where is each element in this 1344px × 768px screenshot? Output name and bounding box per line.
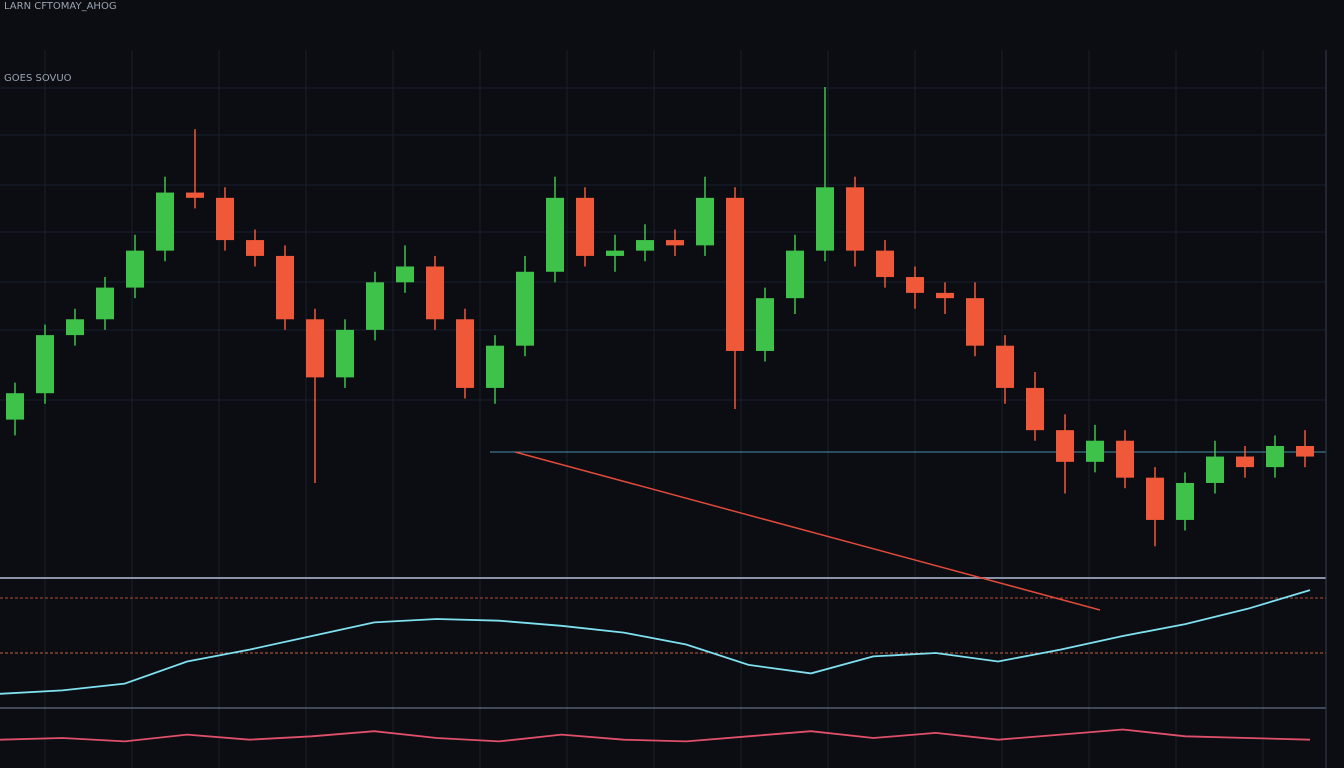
candle-body <box>486 345 504 388</box>
chart-subtitle: GOES SOVUO <box>4 73 72 84</box>
candle-body <box>366 282 384 330</box>
candle-body <box>456 319 474 388</box>
candle-body <box>306 319 324 378</box>
candle-body <box>156 192 174 251</box>
candle-body <box>1236 456 1254 468</box>
candle-body <box>816 187 834 251</box>
candle-body <box>186 192 204 198</box>
candle-body <box>1146 477 1164 520</box>
candle-body <box>906 277 924 293</box>
candle-body <box>876 250 894 278</box>
candle-body <box>726 197 744 351</box>
candle-body <box>1296 446 1314 457</box>
candle-body <box>36 335 54 394</box>
candle-body <box>426 266 444 320</box>
candle-body <box>1266 446 1284 468</box>
candle-body <box>1026 387 1044 431</box>
candle-body <box>756 298 774 351</box>
candle-body <box>336 329 354 378</box>
candle-body <box>216 197 234 241</box>
candle-body <box>246 240 264 256</box>
candle-body <box>396 266 414 283</box>
candle-body <box>996 345 1014 388</box>
candle-body <box>636 240 654 251</box>
candle-body <box>846 187 864 251</box>
candle-body <box>606 250 624 256</box>
indicator-line <box>0 589 1311 695</box>
candle-body <box>96 287 114 320</box>
indicator-line <box>0 728 1311 743</box>
candle-body <box>1056 430 1074 462</box>
candle-body <box>1116 440 1134 478</box>
candle-body <box>936 292 954 299</box>
chart-title: LARN CFTOMAY_AHOG <box>4 1 117 12</box>
trend-line <box>514 451 1101 611</box>
candle-body <box>6 393 24 420</box>
candle-body <box>696 197 714 246</box>
candle-body <box>576 197 594 256</box>
candle-body <box>666 240 684 246</box>
candle-body <box>786 250 804 299</box>
candle-body <box>66 319 84 336</box>
candle-body <box>276 255 294 320</box>
candle-body <box>966 298 984 346</box>
candle-body <box>546 197 564 272</box>
candle-body <box>1176 482 1194 520</box>
candle-body <box>1086 440 1104 462</box>
candle-body <box>516 271 534 346</box>
candle-body <box>126 250 144 288</box>
candle-body <box>1206 456 1224 483</box>
grid <box>0 50 1326 768</box>
